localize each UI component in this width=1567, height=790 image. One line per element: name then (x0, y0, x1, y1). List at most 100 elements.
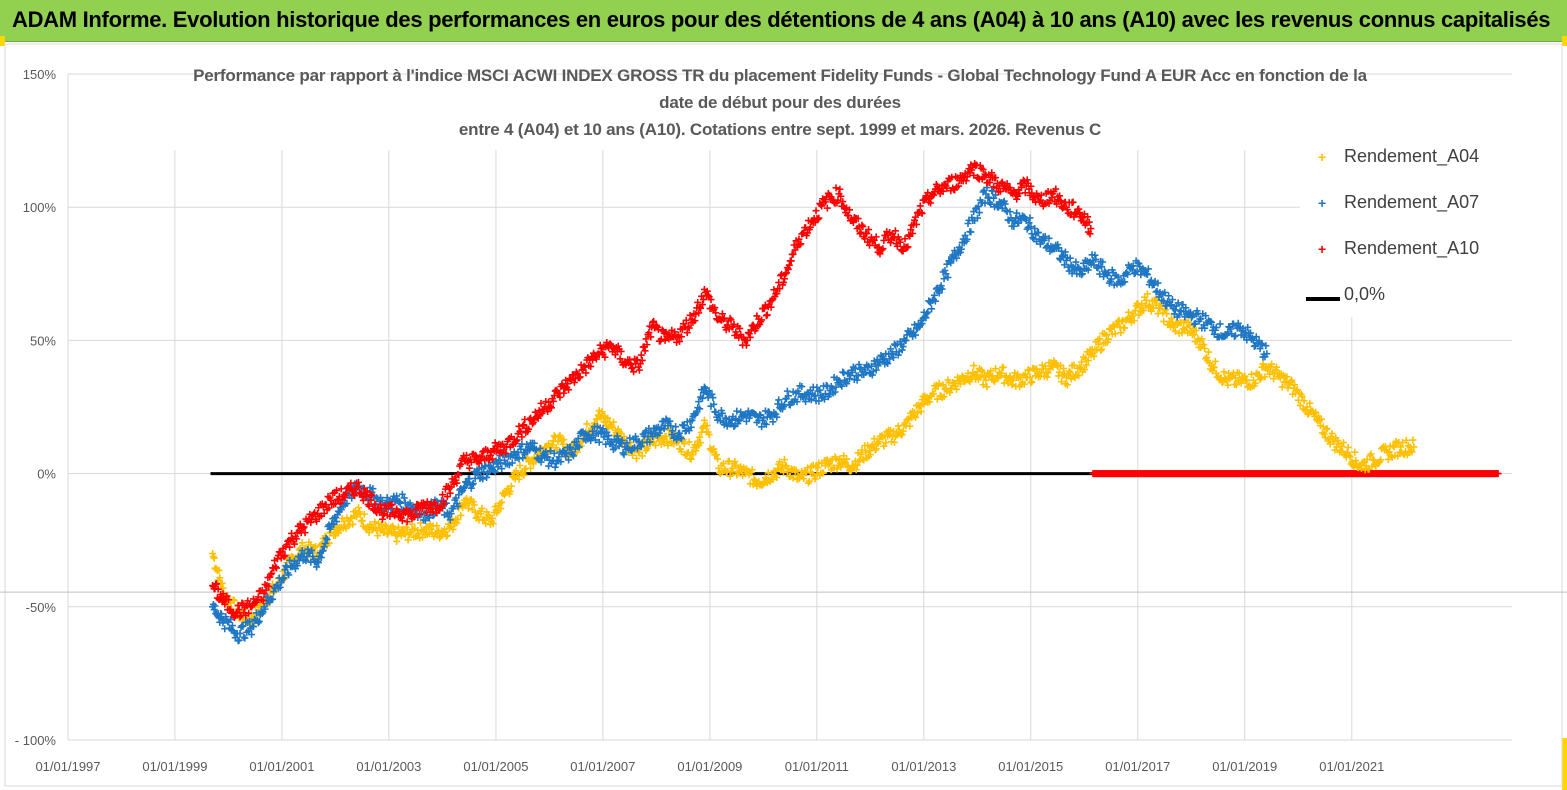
data-point (974, 202, 982, 210)
data-point (691, 317, 699, 325)
data-point (1098, 263, 1106, 271)
y-tick-label: -50% (26, 600, 57, 615)
data-point (823, 204, 831, 212)
data-point (1192, 326, 1200, 334)
data-point (1075, 205, 1083, 213)
data-point (210, 554, 218, 562)
data-point (1043, 373, 1051, 381)
data-point (815, 214, 823, 222)
data-point (1348, 458, 1356, 466)
data-point (302, 557, 310, 565)
data-point (1054, 241, 1062, 249)
data-point (948, 384, 956, 392)
data-point (1104, 335, 1112, 343)
data-point (520, 421, 528, 429)
data-point (457, 460, 465, 468)
data-point (518, 433, 526, 441)
data-point (415, 530, 423, 538)
data-point (1291, 381, 1299, 389)
data-point (557, 458, 565, 466)
data-point (531, 408, 539, 416)
data-point (804, 464, 812, 472)
data-point (469, 498, 477, 506)
data-point (686, 311, 694, 319)
data-point (718, 310, 726, 318)
data-point (269, 595, 277, 603)
data-point (1239, 325, 1247, 333)
data-point (548, 441, 556, 449)
data-point (676, 429, 684, 437)
data-point (1296, 401, 1304, 409)
data-point (982, 376, 990, 384)
data-point (388, 500, 396, 508)
data-point (769, 476, 777, 484)
data-point (868, 371, 876, 379)
x-tick-label: 01/01/2003 (356, 759, 421, 774)
data-point (272, 563, 280, 571)
data-point (268, 569, 276, 577)
data-point (796, 241, 804, 249)
data-point (1212, 324, 1220, 332)
data-point (537, 399, 545, 407)
data-point (1263, 350, 1271, 358)
series-layer (209, 159, 1502, 645)
data-point (1044, 369, 1052, 377)
data-point (940, 275, 948, 283)
data-point (491, 503, 499, 511)
data-point (488, 455, 496, 463)
data-point (246, 618, 254, 626)
data-point (854, 372, 862, 380)
data-point (350, 491, 358, 499)
data-point (913, 409, 921, 417)
data-point (457, 511, 465, 519)
data-point (647, 333, 655, 341)
data-point (1066, 254, 1074, 262)
data-point (632, 454, 640, 462)
data-point (1028, 378, 1036, 386)
data-point (286, 543, 294, 551)
y-tick-label: 100% (23, 200, 57, 215)
data-point (424, 504, 432, 512)
data-point (565, 456, 573, 464)
data-point (474, 470, 482, 478)
data-point (889, 350, 897, 358)
data-point (680, 440, 688, 448)
data-point (1001, 373, 1009, 381)
data-point (834, 196, 842, 204)
chart-title-line-3: entre 4 (A04) et 10 ans (A10). Cotations… (458, 120, 1102, 139)
data-point (235, 606, 243, 614)
data-point (882, 439, 890, 447)
data-point (215, 614, 223, 622)
data-point (1161, 288, 1169, 296)
data-point (1346, 453, 1354, 461)
corner-marker-bottom-right (1562, 738, 1567, 790)
data-point (964, 369, 972, 377)
data-point (916, 202, 924, 210)
data-point (1098, 345, 1106, 353)
chart-title-line-1: Performance par rapport à l'indice MSCI … (193, 66, 1367, 85)
data-point (1330, 438, 1338, 446)
data-point (1041, 232, 1049, 240)
data-point (1010, 222, 1018, 230)
data-point (1078, 358, 1086, 366)
data-point (767, 303, 775, 311)
data-point (880, 442, 888, 450)
data-point (1272, 363, 1280, 371)
data-point (320, 543, 328, 551)
data-point (1087, 225, 1095, 233)
data-point (736, 324, 744, 332)
data-point (763, 311, 771, 319)
data-point (859, 223, 867, 231)
data-point (348, 486, 356, 494)
data-point (570, 378, 578, 386)
data-point (878, 246, 886, 254)
data-point (1056, 192, 1064, 200)
data-point (365, 502, 373, 510)
data-point (411, 513, 419, 521)
data-point (1031, 225, 1039, 233)
data-point (745, 330, 753, 338)
data-point (1118, 317, 1126, 325)
data-point (455, 471, 463, 479)
data-point (1060, 370, 1068, 378)
data-point (669, 427, 677, 435)
